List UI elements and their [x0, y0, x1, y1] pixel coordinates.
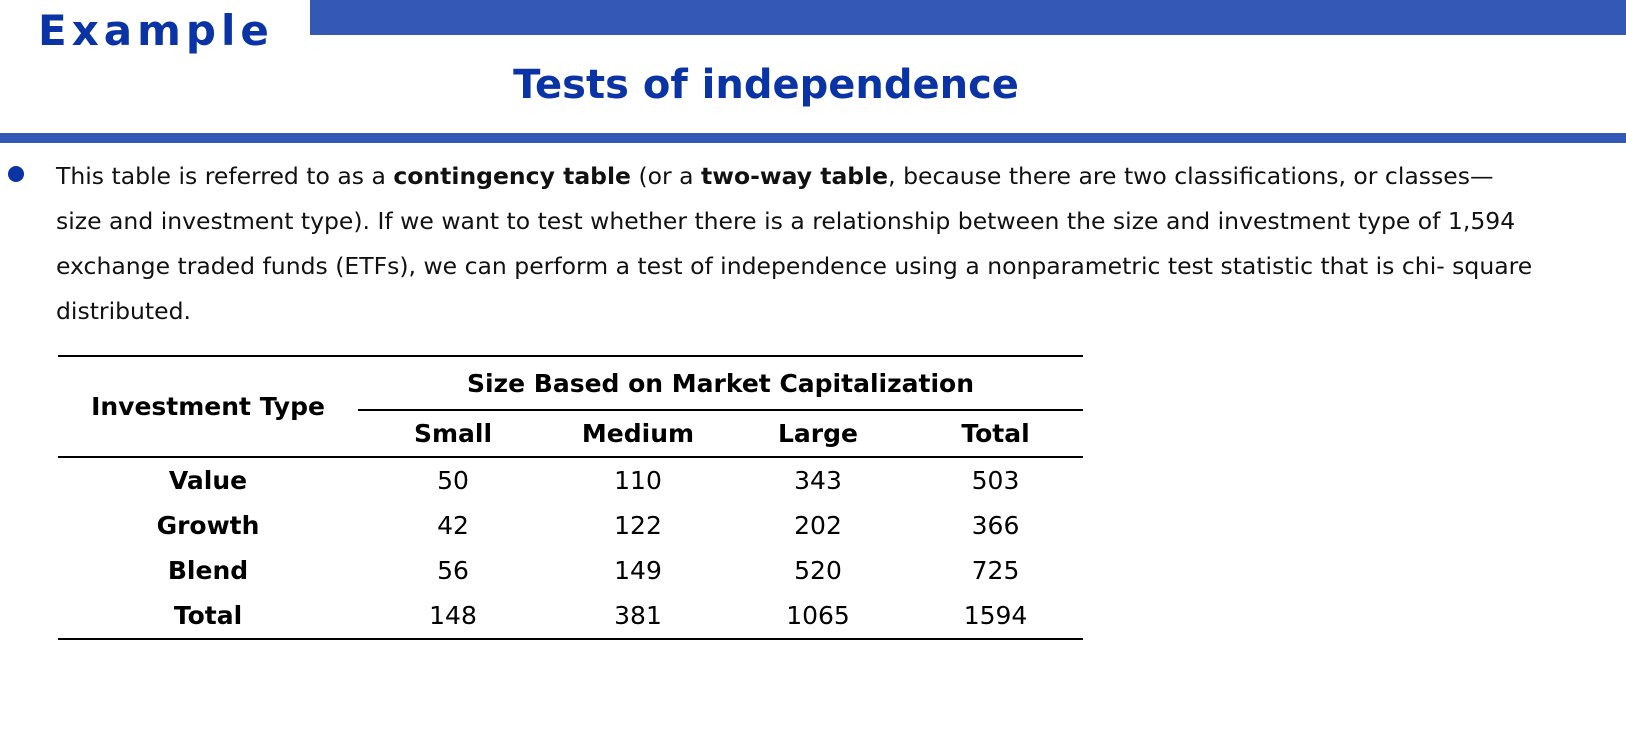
- cell: 366: [971, 511, 1020, 540]
- cell: 1065: [786, 601, 850, 630]
- text: (or a: [631, 162, 702, 190]
- column-header: Medium: [581, 419, 695, 448]
- column-header: Large: [778, 419, 858, 448]
- term-two-way-table: two-way table: [701, 162, 889, 190]
- cell: 343: [794, 466, 842, 495]
- cell: 122: [614, 511, 662, 540]
- cell: 503: [971, 466, 1020, 495]
- table-row: Blend 56 149 520 725: [58, 548, 1083, 593]
- column-header: Small: [413, 419, 493, 448]
- row-label: Total: [173, 601, 243, 630]
- cell: 42: [437, 511, 469, 540]
- text: , because there are two classifications,…: [56, 162, 1533, 325]
- table-row: Value 50 110 343 503: [58, 457, 1083, 503]
- contingency-table: Investment Type Size Based on Market Cap…: [58, 355, 1083, 640]
- body-paragraph: This table is referred to as a contingen…: [56, 154, 1536, 334]
- row-label: Blend: [167, 556, 249, 585]
- term-contingency-table: contingency table: [393, 162, 631, 190]
- row-header: Investment Type: [58, 356, 358, 458]
- row-label: Value: [168, 466, 248, 495]
- cell: 381: [614, 601, 662, 630]
- cell: 50: [437, 466, 469, 495]
- table-row-total: Total 148 381 1065 1594: [58, 593, 1083, 639]
- cell: 1594: [963, 601, 1028, 630]
- cell: 725: [971, 556, 1020, 585]
- table-row: Growth 42 122 202 366: [58, 503, 1083, 548]
- cell: 520: [794, 556, 842, 585]
- cell: 56: [437, 556, 469, 585]
- section-label: Example: [38, 6, 274, 55]
- group-header: Size Based on Market Capitalization: [358, 356, 1083, 411]
- cell: 202: [794, 511, 842, 540]
- column-header: Total: [961, 419, 1030, 448]
- cell: 148: [429, 601, 477, 630]
- page-title: Tests of independence: [513, 62, 1019, 108]
- row-label: Growth: [156, 511, 260, 540]
- header-accent-bar: [310, 0, 1626, 35]
- header-divider: [0, 133, 1626, 143]
- cell: 149: [614, 556, 662, 585]
- bullet-icon: [8, 166, 24, 182]
- cell: 110: [614, 466, 662, 495]
- text: This table is referred to as a: [56, 162, 394, 190]
